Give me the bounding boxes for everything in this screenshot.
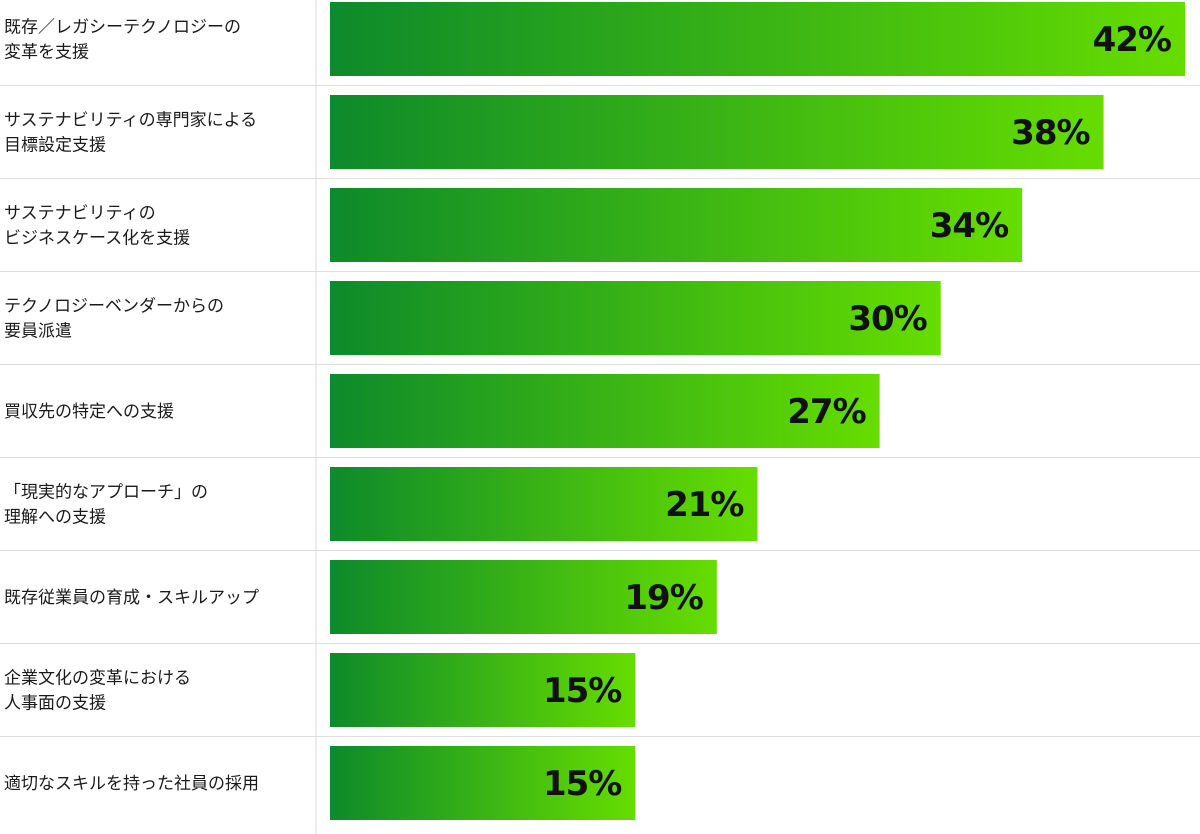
bar-8 — [330, 653, 636, 727]
category-label-6: 「現実的なアプローチ」の理解への支援 — [4, 483, 208, 528]
category-label-8: 企業文化の変革における人事面の支援 — [4, 669, 191, 714]
category-label-line: サステナビリティの専門家による — [4, 111, 257, 131]
category-label-line: ビジネスケース化を支援 — [4, 229, 190, 249]
category-label-9: 適切なスキルを持った社員の採用 — [4, 774, 259, 794]
category-label-4: テクノロジーベンダーからの要員派遣 — [4, 297, 224, 342]
category-label-2: サステナビリティの専門家による目標設定支援 — [4, 111, 257, 156]
category-label-5: 買収先の特定への支援 — [4, 402, 174, 422]
category-label-line: 適切なスキルを持った社員の採用 — [4, 774, 259, 794]
value-label-8: 15% — [543, 671, 621, 711]
bar-7 — [330, 560, 717, 634]
bar-3 — [330, 188, 1023, 262]
value-label-6: 21% — [665, 485, 743, 525]
bar-1 — [330, 2, 1185, 76]
category-label-1: 既存／レガシーテクノロジーの変革を支援 — [4, 18, 241, 63]
category-label-line: 変革を支援 — [4, 43, 89, 63]
value-label-7: 19% — [624, 578, 702, 618]
category-label-line: 既存／レガシーテクノロジーの — [4, 18, 241, 38]
bar-6 — [330, 467, 758, 541]
value-label-2: 38% — [1011, 113, 1089, 153]
category-label-7: 既存従業員の育成・スキルアップ — [4, 588, 259, 608]
value-label-5: 27% — [787, 392, 865, 432]
value-label-9: 15% — [543, 764, 621, 804]
category-label-line: 理解への支援 — [4, 508, 106, 528]
category-label-line: 「現実的なアプローチ」の — [4, 483, 208, 503]
category-label-line: 買収先の特定への支援 — [4, 402, 174, 422]
bar-5 — [330, 374, 880, 448]
bar-4 — [330, 281, 941, 355]
category-label-line: 要員派遣 — [4, 322, 72, 342]
category-label-line: 人事面の支援 — [4, 694, 106, 714]
bar-2 — [330, 95, 1104, 169]
value-label-1: 42% — [1093, 20, 1171, 60]
category-label-line: 企業文化の変革における — [4, 669, 191, 689]
category-label-line: 目標設定支援 — [4, 136, 106, 156]
category-label-line: テクノロジーベンダーからの — [4, 297, 224, 317]
value-label-4: 30% — [848, 299, 926, 339]
category-label-3: サステナビリティのビジネスケース化を支援 — [4, 204, 190, 249]
value-label-3: 34% — [930, 206, 1008, 246]
bar-9 — [330, 746, 636, 820]
category-label-line: 既存従業員の育成・スキルアップ — [4, 588, 259, 608]
category-label-line: サステナビリティの — [4, 204, 156, 224]
